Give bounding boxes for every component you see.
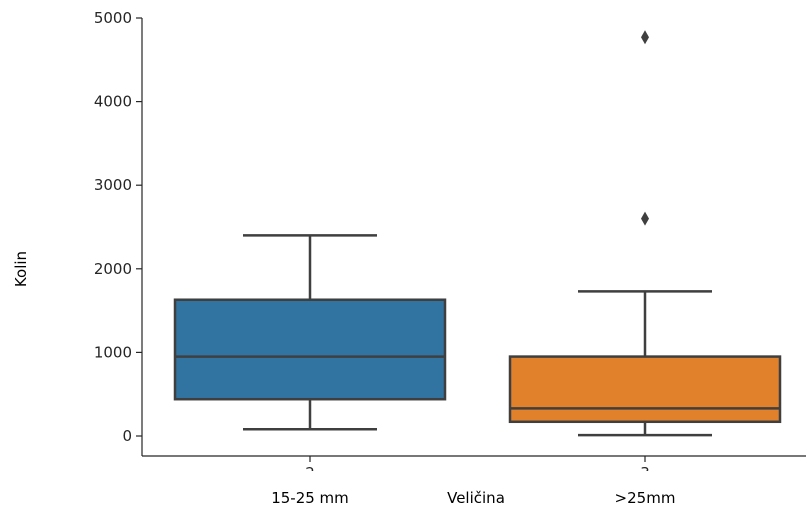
box-iqr — [175, 300, 445, 399]
y-tick-label: 1000 — [94, 343, 132, 361]
y-axis-title: Kolin — [12, 251, 30, 287]
x-tick-label: 3 — [640, 464, 650, 482]
x-category-label-1: 15-25 mm — [271, 489, 349, 507]
y-tick-label: 2000 — [94, 260, 132, 278]
y-tick-label: 3000 — [94, 176, 132, 194]
outlier-point — [641, 212, 649, 226]
x-axis-title: Veličina — [447, 489, 505, 507]
y-tick-label: 0 — [122, 427, 132, 445]
box-iqr — [510, 357, 780, 422]
box-group-2 — [175, 235, 445, 429]
y-ticks: 0 1000 2000 3000 4000 5000 — [94, 9, 142, 445]
x-tick-label: 2 — [305, 464, 315, 482]
boxes-layer — [175, 30, 780, 435]
y-tick-label: 4000 — [94, 93, 132, 111]
y-tick-label: 5000 — [94, 9, 132, 27]
box-group-3 — [510, 30, 780, 435]
outlier-point — [641, 30, 649, 44]
x-category-label-2: >25mm — [615, 489, 676, 507]
